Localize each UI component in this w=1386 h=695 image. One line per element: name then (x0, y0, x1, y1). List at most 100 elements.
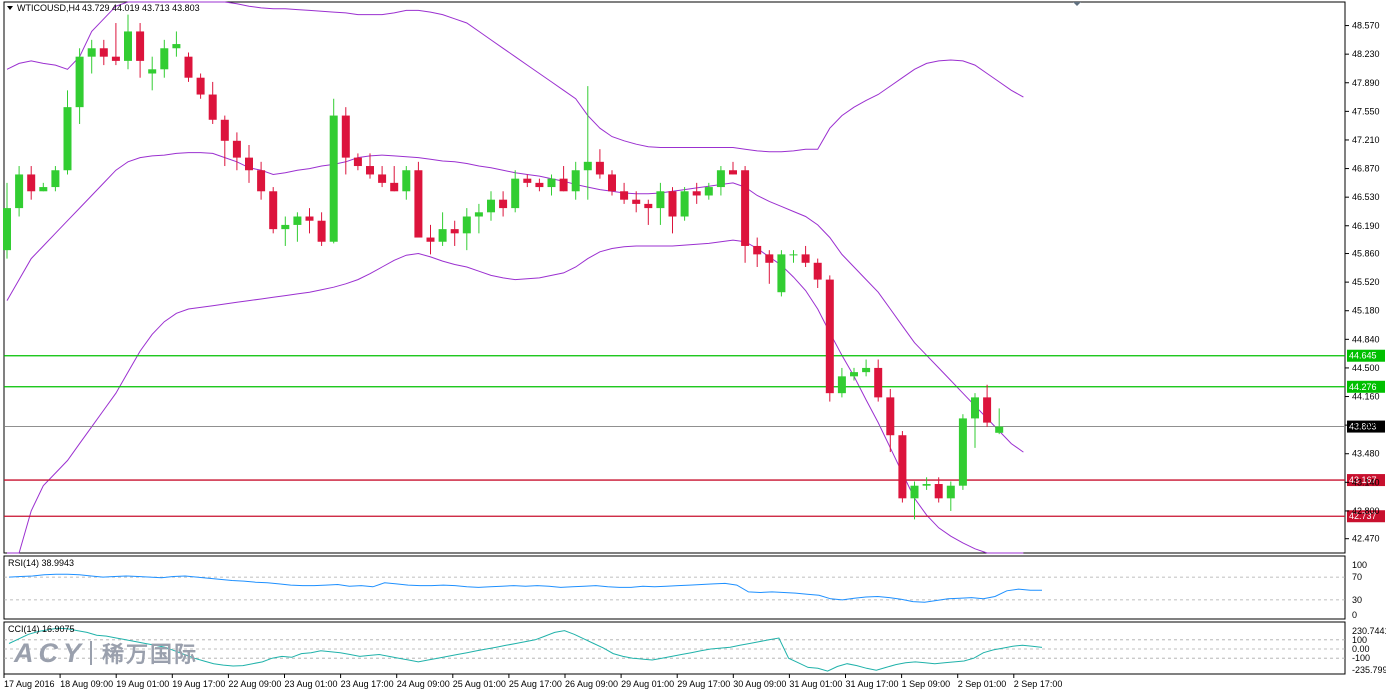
rsi-indicator: 100 70 30 0 (4, 560, 1367, 620)
time-tick-label: 23 Aug 01:00 (285, 679, 338, 689)
rsi-tick-label: 30 (1352, 595, 1362, 605)
bull-candle (438, 229, 447, 242)
bear-candle (874, 367, 883, 398)
price-tick-label: 45.860 (1352, 249, 1380, 259)
price-tick-label: 45.520 (1352, 277, 1380, 287)
time-tick-label: 26 Aug 09:00 (565, 679, 618, 689)
bull-candle (777, 254, 786, 293)
bear-candle (245, 157, 253, 171)
acy-logo: ACY 稀万国际 (14, 638, 198, 668)
bear-candle (111, 56, 120, 61)
bear-candle (753, 245, 762, 255)
cci-line (8, 627, 1043, 672)
rsi-title: RSI(14) 38.9943 (8, 558, 74, 568)
cci-tick-label: -100 (1352, 653, 1370, 663)
bull-candle (922, 484, 931, 486)
bull-candle (511, 178, 520, 209)
bull-candle (656, 191, 665, 209)
time-tick-label: 31 Aug 01:00 (789, 679, 842, 689)
bull-candle (3, 208, 11, 251)
candlesticks (3, 14, 1004, 520)
time-tick-label: 2 Sep 17:00 (1014, 679, 1063, 689)
rsi-panel[interactable] (3, 555, 1346, 620)
bear-candle (341, 115, 350, 158)
time-tick-label: 17 Aug 2016 (4, 679, 55, 689)
bull-candle (995, 426, 1004, 433)
bear-candle (450, 229, 459, 234)
bear-candle (813, 262, 822, 280)
bear-candle (390, 182, 399, 192)
level-price-label: 44.276 (1349, 382, 1377, 392)
cci-panel[interactable] (3, 621, 1346, 675)
bull-candle (39, 187, 48, 192)
bear-candle (99, 48, 108, 57)
bear-candle (426, 237, 435, 242)
bear-candle (184, 56, 193, 78)
bear-candle (886, 397, 895, 436)
time-axis: 17 Aug 2016 18 Aug 09:00 19 Aug 01:00 19 Au… (3, 674, 1063, 689)
bear-candle (27, 174, 36, 192)
time-tick-label: 19 Aug 01:00 (116, 679, 169, 689)
chart-symbol: WTICOUSD,H4 (17, 3, 80, 13)
bull-candle (958, 418, 967, 486)
bear-candle (232, 140, 241, 158)
bull-candle (293, 216, 302, 225)
cci-title: CCI(14) 16.9075 (8, 624, 75, 634)
bull-candle (971, 397, 979, 419)
time-tick-label: 22 Aug 09:00 (228, 679, 281, 689)
bull-candle (124, 31, 132, 61)
level-price-label: 43.803 (1349, 422, 1377, 432)
price-tick-label: 43.820 (1352, 420, 1380, 430)
bear-candle (632, 199, 641, 204)
bull-candle (87, 48, 96, 57)
price-tick-label: 46.870 (1352, 164, 1380, 174)
time-tick-label: 31 Aug 17:00 (846, 679, 899, 689)
bear-candle (608, 174, 616, 192)
scroll-marker-icon (1073, 2, 1081, 6)
price-tick-label: 43.140 (1352, 477, 1380, 487)
bull-candle (583, 161, 592, 171)
triangle-down-icon[interactable] (7, 6, 13, 10)
level-price-label: 44.645 (1349, 351, 1377, 361)
price-tick-label: 44.500 (1352, 363, 1380, 373)
bear-candle (692, 191, 701, 196)
time-tick-label: 25 Aug 01:00 (453, 679, 506, 689)
bull-candle (474, 212, 483, 217)
main-chart-panel[interactable] (3, 1, 1346, 554)
bear-candle (741, 170, 750, 246)
bull-candle (160, 48, 169, 70)
bear-candle (366, 166, 374, 175)
bear-candle (595, 161, 604, 175)
bull-candle (571, 170, 580, 192)
price-tick-label: 42.800 (1352, 506, 1380, 516)
bull-candle (402, 170, 411, 192)
time-tick-label: 1 Sep 09:00 (902, 679, 951, 689)
bear-candle (353, 157, 362, 167)
logo-chinese-text: 稀万国际 (102, 642, 199, 667)
bull-candle (704, 187, 713, 196)
time-tick-label: 23 Aug 17:00 (341, 679, 394, 689)
bear-candle (535, 182, 544, 188)
level-price-label: 43.167 (1349, 475, 1377, 485)
price-tick-label: 47.890 (1352, 78, 1380, 88)
bear-candle (305, 216, 314, 221)
time-tick-label: 2 Sep 01:00 (958, 679, 1007, 689)
bull-candle (837, 376, 846, 394)
level-price-label: 42.737 (1349, 511, 1377, 521)
bull-candle (487, 199, 495, 213)
price-tick-label: 44.840 (1352, 334, 1380, 344)
logo-separator (90, 641, 93, 665)
cci-tick-label: 100 (1352, 635, 1367, 645)
bear-candle (208, 94, 217, 120)
bear-candle (934, 484, 943, 499)
price-tick-label: 44.160 (1352, 392, 1380, 402)
bull-candle (850, 372, 858, 377)
bull-candle (462, 216, 471, 234)
time-tick-label: 29 Aug 17:00 (677, 679, 730, 689)
bear-candle (269, 191, 278, 230)
time-tick-label: 30 Aug 09:00 (733, 679, 786, 689)
rsi-tick-label: 100 (1352, 560, 1367, 570)
bull-candle (172, 44, 181, 49)
